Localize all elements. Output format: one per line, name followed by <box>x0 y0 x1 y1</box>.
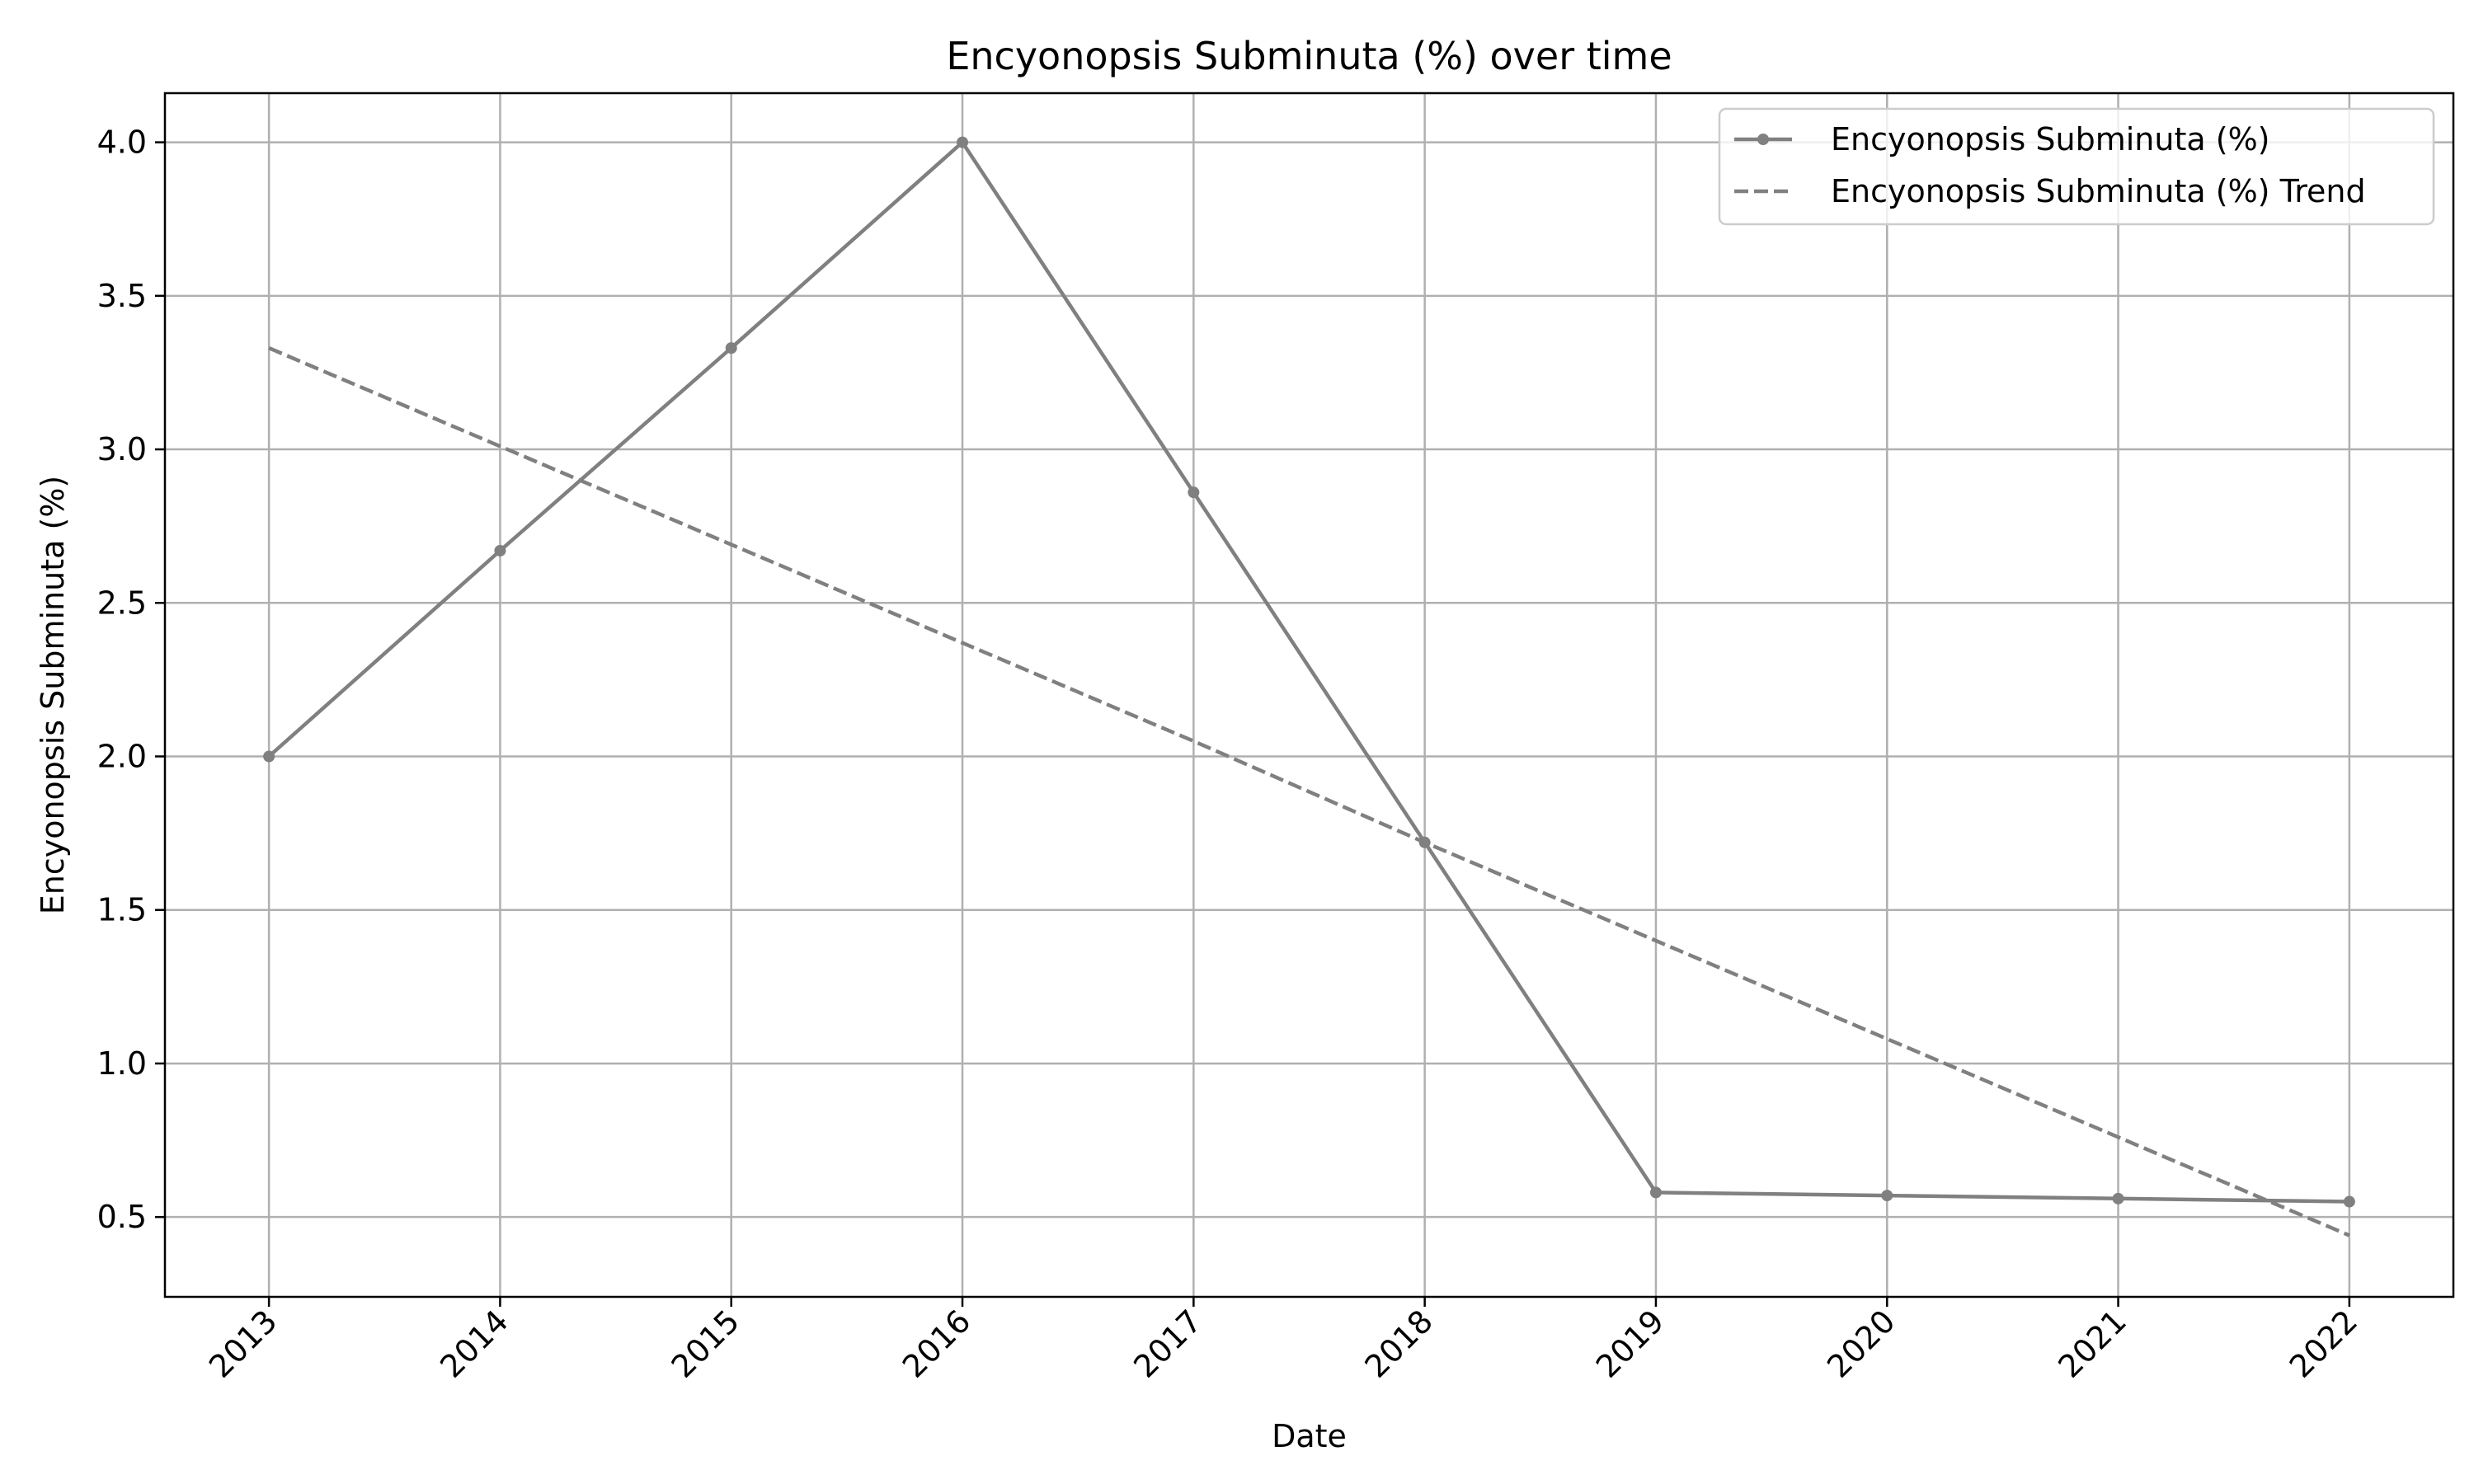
legend-entry-label: Encyonopsis Subminuta (%) Trend <box>1831 173 2366 209</box>
y-tick-label: 1.0 <box>97 1045 147 1082</box>
x-axis-title: Date <box>1272 1418 1347 1454</box>
series-layer <box>263 136 2355 1237</box>
y-axis-title: Encyonopsis Subminuta (%) <box>35 476 71 915</box>
y-tick-label: 2.0 <box>97 738 147 774</box>
legend-marker <box>1757 134 1769 145</box>
data-point <box>725 342 737 355</box>
y-tick-label: 4.0 <box>97 124 147 161</box>
plot-frame <box>163 92 2455 1298</box>
data-point <box>1188 486 1200 499</box>
legend-box <box>1718 107 2435 226</box>
y-tick-label: 2.5 <box>97 585 147 621</box>
legend-entry-label: Encyonopsis Subminuta (%) <box>1831 121 2270 157</box>
chart-title: Encyonopsis Subminuta (%) over time <box>946 34 1672 78</box>
trend-line <box>268 346 2350 1237</box>
y-tick-label: 3.5 <box>97 278 147 314</box>
data-point <box>1649 1186 1662 1199</box>
data-point <box>1881 1190 1893 1202</box>
grid <box>165 93 2453 1297</box>
legend: Encyonopsis Subminuta (%) Encyonopsis Sub… <box>1718 107 2435 226</box>
data-point <box>494 544 506 556</box>
y-tick-label: 1.5 <box>97 892 147 928</box>
data-point <box>2343 1195 2355 1208</box>
data-point <box>957 136 969 148</box>
data-point <box>263 750 275 763</box>
data-point <box>2112 1192 2124 1205</box>
series-line <box>267 140 2349 1204</box>
y-tick-label: 3.0 <box>97 431 147 467</box>
y-tick-label: 0.5 <box>97 1199 147 1235</box>
